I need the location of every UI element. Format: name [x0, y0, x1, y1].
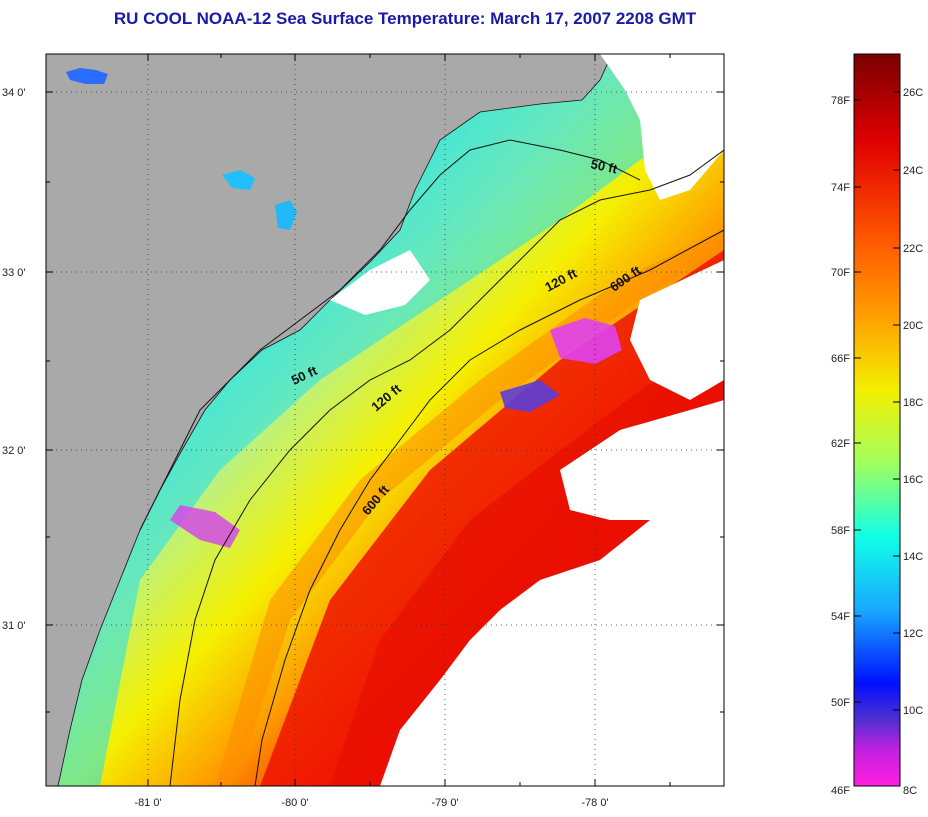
- lat-label-31: 31 0': [2, 620, 26, 632]
- colorbar-label-12c: 12C: [903, 628, 923, 640]
- colorbar-label-46f: 46F: [831, 785, 850, 797]
- colorbar-label-66f: 66F: [831, 353, 850, 365]
- map-frame: [45, 53, 725, 787]
- colorbar-label-58f: 58F: [831, 525, 850, 537]
- colorbar-label-16c: 16C: [903, 474, 923, 486]
- colorbar-label-24c: 24C: [903, 165, 923, 177]
- colorbar-label-74f: 74F: [831, 182, 850, 194]
- land-mass: [46, 54, 613, 786]
- lon-label-79: -79 0': [431, 797, 458, 809]
- lon-label-81: -81 0': [134, 797, 161, 809]
- lat-label-33: 33 0': [2, 267, 26, 279]
- colorbar-label-14c: 14C: [903, 551, 923, 563]
- map-title: RU COOL NOAA-12 Sea Surface Temperature:…: [113, 9, 697, 28]
- colorbar-gradient: [853, 53, 901, 787]
- lat-label-34: 34 0': [2, 87, 26, 99]
- inland-lake: [66, 68, 108, 84]
- lat-label-32: 32 0': [2, 445, 26, 457]
- colorbar-label-18c: 18C: [903, 397, 923, 409]
- temperature-colorbar: 78F 74F 70F 66F 62F 58F 54F 50F 46F 26C …: [831, 53, 923, 797]
- colorbar-label-78f: 78F: [831, 95, 850, 107]
- colorbar-label-10c: 10C: [903, 705, 923, 717]
- colorbar-label-62f: 62F: [831, 438, 850, 450]
- axis-ticks: [46, 54, 724, 786]
- cloud-cover: [330, 54, 724, 786]
- contour-label-50ft-north: 50 ft: [589, 156, 619, 176]
- lon-label-78: -78 0': [581, 797, 608, 809]
- colorbar-label-50f: 50F: [831, 697, 850, 709]
- isobath-lines: [139, 139, 724, 786]
- colorbar-label-22c: 22C: [903, 243, 923, 255]
- lon-label-80: -80 0': [281, 797, 308, 809]
- colorbar-label-54f: 54F: [831, 611, 850, 623]
- colorbar-label-26c: 26C: [903, 87, 923, 99]
- colorbar-label-70f: 70F: [831, 267, 850, 279]
- colorbar-label-8c: 8C: [903, 785, 917, 797]
- colorbar-label-20c: 20C: [903, 320, 923, 332]
- map-grid: [46, 54, 724, 786]
- map-area: 50 ft 50 ft 120 ft 120 ft 600 ft 600 ft: [46, 54, 724, 786]
